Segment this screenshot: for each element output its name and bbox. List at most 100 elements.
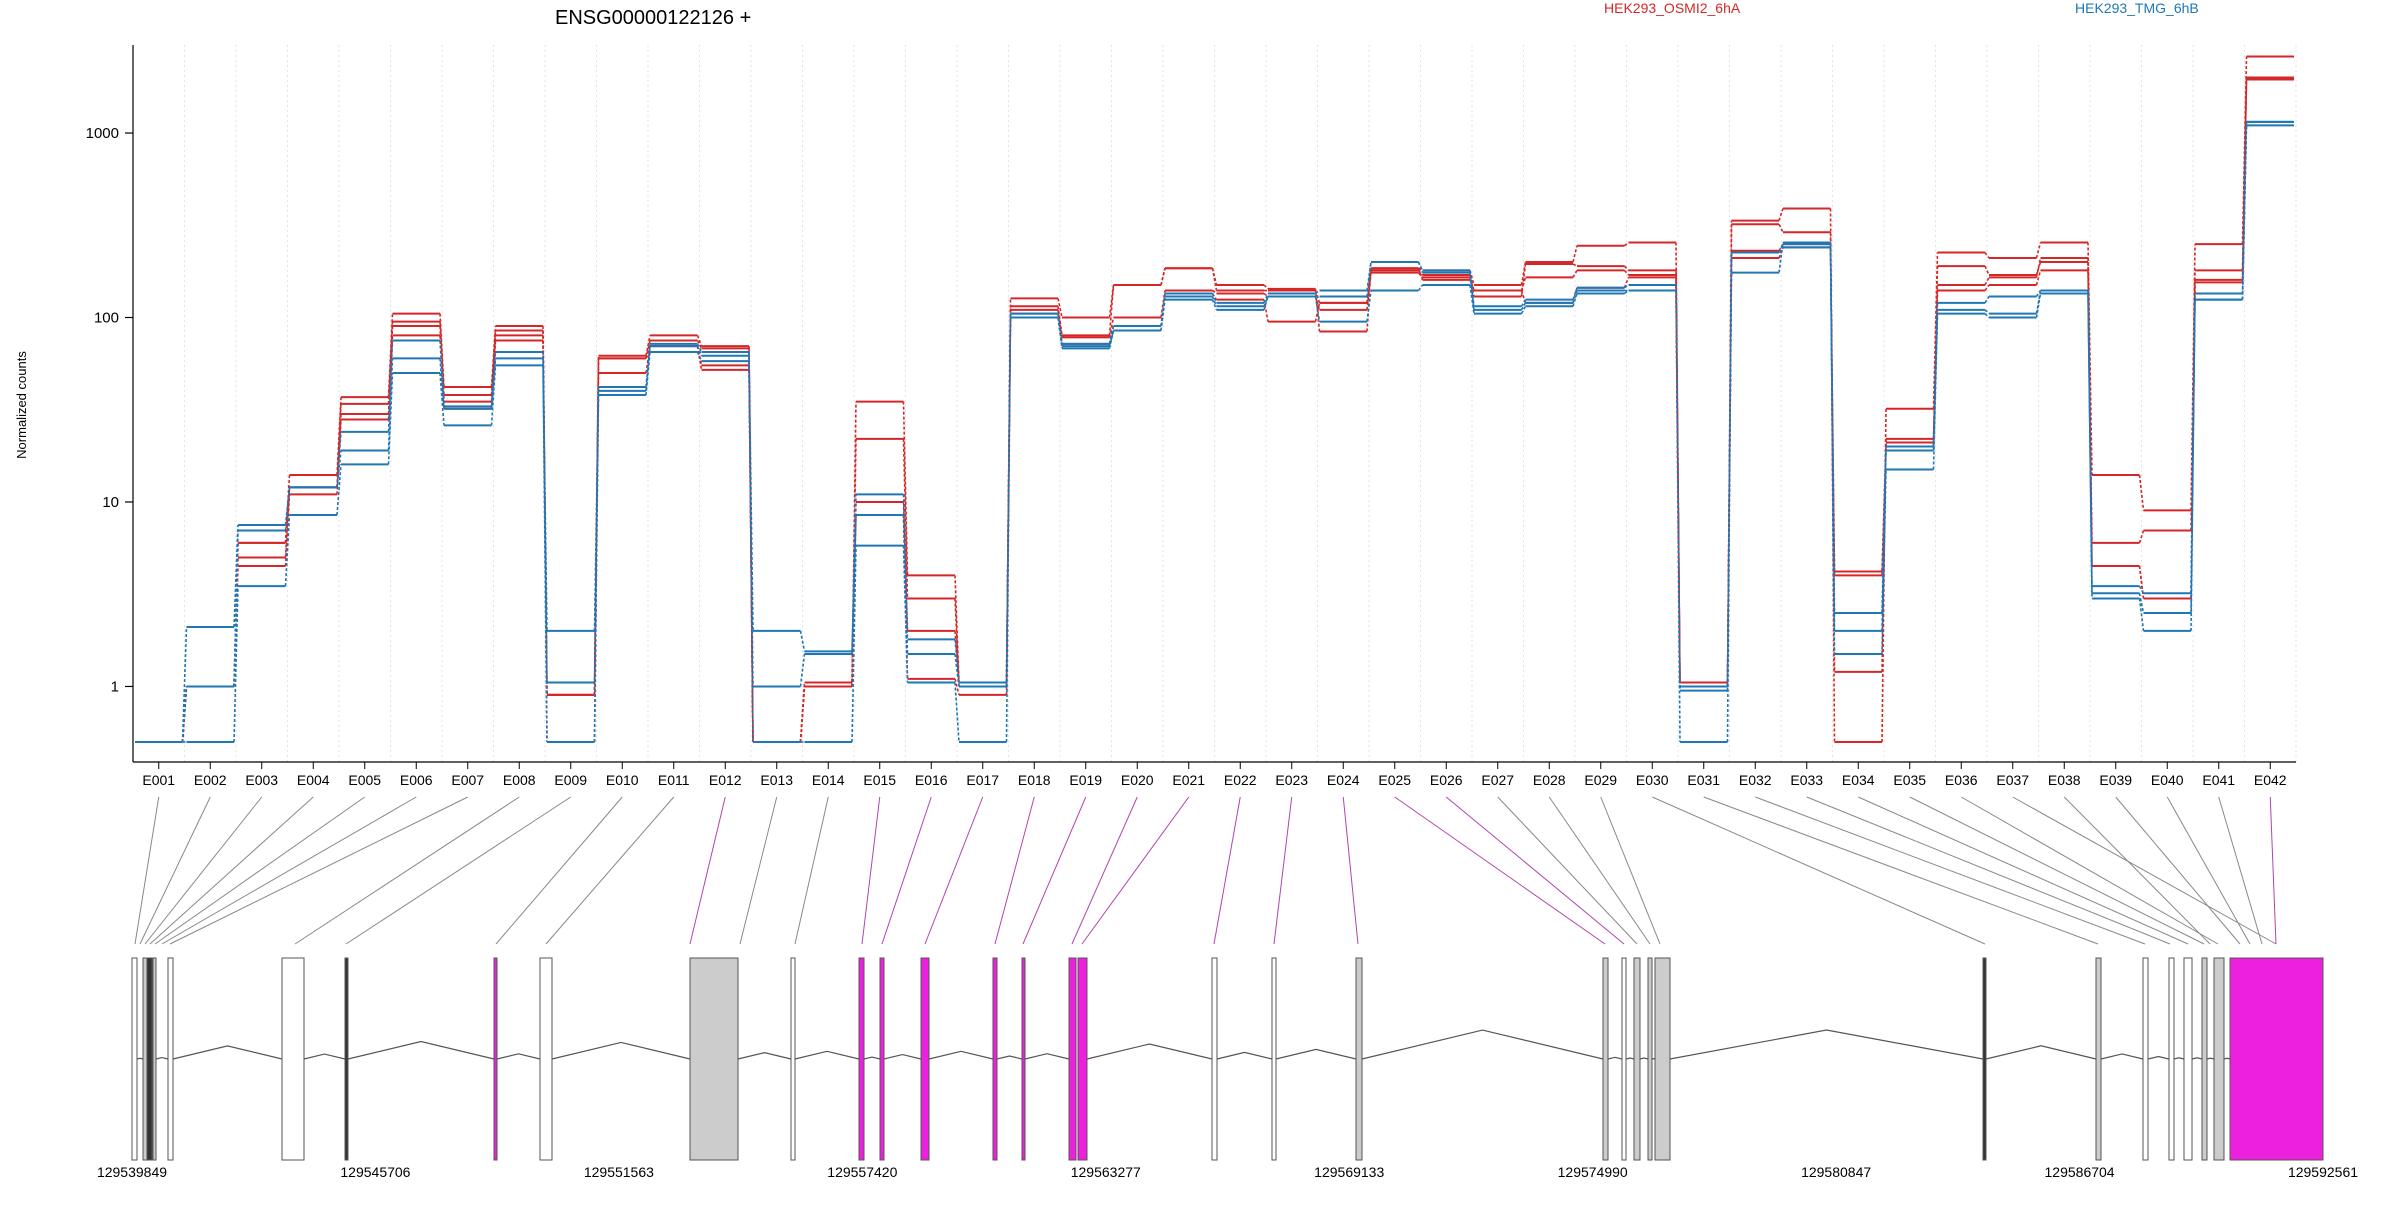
coordinate-label: 129580847 [1801,1164,1871,1180]
x-tick-label: E010 [606,772,639,788]
connector-line [1704,797,2098,944]
exon-box [153,958,156,1160]
x-tick-label: E018 [1018,772,1051,788]
exon-box [1603,958,1608,1160]
x-tick-label: E037 [1996,772,2029,788]
chart-title: ENSG00000122126 + [555,7,751,29]
exon-box [880,958,884,1160]
connector-line [795,797,828,944]
exon-connectors [135,797,2276,944]
x-tick-label: E040 [2151,772,2184,788]
x-tick-label: E021 [1172,772,1205,788]
intron-line [1986,1046,2096,1059]
connector-line [546,797,674,944]
x-tick-label: E017 [966,772,999,788]
exon-box [2214,958,2224,1160]
y-tick-label: 100 [94,310,119,327]
intron-line [2192,1058,2202,1059]
coordinate-label: 129563277 [1071,1164,1141,1180]
exon-box [2184,958,2192,1160]
x-tick-label: E033 [1790,772,1823,788]
x-tick-label: E042 [2254,772,2287,788]
x-tick-label: E022 [1224,772,1257,788]
exon-box [690,958,738,1160]
x-tick-label: E025 [1378,772,1411,788]
x-tick-label: E008 [503,772,536,788]
y-tick-label: 10 [102,494,119,511]
connector-line [295,797,519,944]
connector-line [740,797,777,944]
x-tick-label: E011 [658,772,690,788]
intron-line [1626,1058,1634,1059]
connector-line [2270,797,2276,944]
x-tick-label: E023 [1275,772,1308,788]
intron-line [137,1058,143,1059]
y-axis-label: Normalized counts [14,351,29,459]
intron-line [795,1051,859,1059]
connector-line [1498,797,1637,944]
series-transition [1264,296,1268,309]
x-tick-label: E001 [142,772,175,788]
x-tick-label: E013 [760,772,793,788]
coordinate-label: 129569133 [1314,1164,1384,1180]
connector-line [135,797,159,944]
y-tick-label: 1000 [86,125,119,142]
connector-line [1807,797,2170,944]
x-tick-label: E034 [1842,772,1875,788]
connector-line [1274,797,1292,944]
coordinate-label: 129539849 [97,1164,167,1180]
exon-box [1622,958,1626,1160]
intron-line [173,1046,282,1059]
x-tick-label: E030 [1636,772,1669,788]
coordinate-label: 129586704 [2045,1164,2115,1180]
connector-line [1652,797,1985,944]
exon-box [1272,958,1276,1160]
connector-line [2013,797,2276,944]
x-tick-label: E004 [297,772,330,788]
exon-box [168,958,173,1160]
x-tick-label: E007 [451,772,484,788]
exon-box [282,958,304,1160]
x-tick-label: E014 [812,772,845,788]
exon-box [921,958,929,1160]
exon-box [1655,958,1670,1160]
intron-line [864,1057,880,1059]
coordinate-label: 129574990 [1558,1164,1628,1180]
exon-box [1634,958,1640,1160]
x-tick-label: E006 [400,772,433,788]
connector-line [170,797,468,944]
x-tick-label: E024 [1327,772,1360,788]
exon-box [993,958,997,1160]
exon-box [2169,958,2174,1160]
gene-model [132,958,2323,1160]
x-tick-label: E041 [2202,772,2235,788]
series-transition [1573,264,1577,266]
series-transition [2037,293,2041,317]
connector-line [1214,797,1240,944]
legend-label-osmi2: HEK293_OSMI2_6hA [1604,0,1741,16]
x-tick-label: E039 [2099,772,2132,788]
intron-line [156,1058,168,1059]
connector-line [862,797,880,944]
exon-box [2143,958,2148,1160]
connector-line [346,797,571,944]
x-tick-label: E032 [1739,772,1772,788]
exon-box [345,958,348,1160]
intron-line [929,1051,993,1059]
intron-line [997,1056,1022,1059]
exon-box [494,958,497,1160]
intron-line [1276,1049,1356,1059]
x-tick-label: E035 [1893,772,1926,788]
coordinate-label: 129545706 [340,1164,410,1180]
connector-line [1601,797,1660,944]
intron-line [1362,1030,1603,1059]
series-transition [801,686,805,742]
series-lines [135,56,2294,742]
x-tick-label: E005 [348,772,381,788]
connector-line [1343,797,1358,944]
vertical-grid [133,45,2296,762]
exon-box [1212,958,1217,1160]
intron-line [348,1041,494,1059]
connector-line [1395,797,1605,944]
